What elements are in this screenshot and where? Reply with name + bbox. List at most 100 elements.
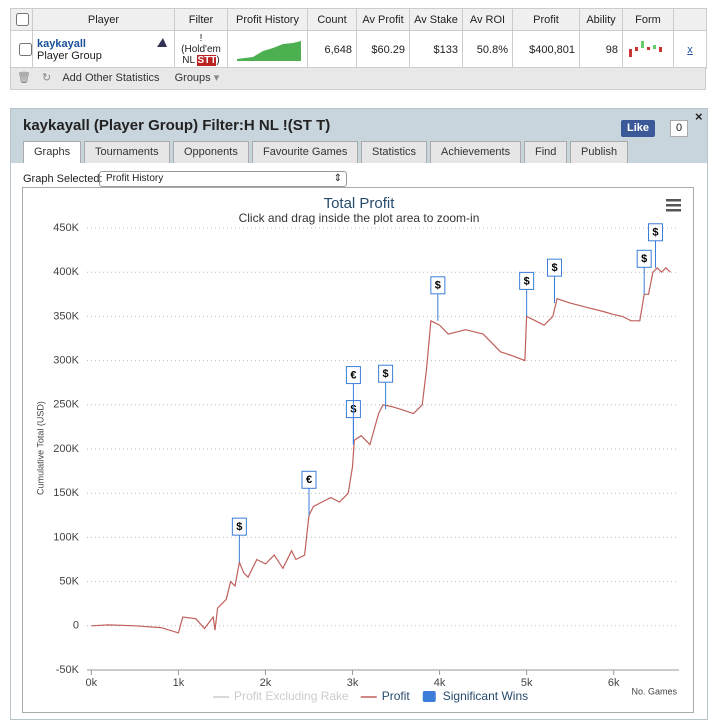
y-tick-label: 450K (53, 222, 79, 234)
flag-label: $ (435, 280, 441, 292)
legend-label: Profit (382, 689, 411, 703)
player-group: Player Group (37, 49, 102, 62)
flag-label: € (350, 369, 356, 381)
y-tick-label: 250K (53, 399, 79, 411)
tab[interactable]: Achievements (430, 141, 522, 163)
row-check[interactable] (10, 30, 33, 69)
x-tick-label: 5k (521, 677, 533, 689)
flag-box (647, 223, 663, 242)
av-roi: 50.8% (462, 30, 513, 69)
filter-text: NL (182, 55, 195, 66)
x-tick-label: 4k (434, 677, 446, 689)
menu-button[interactable] (666, 199, 681, 212)
flag-label: $ (652, 227, 658, 239)
legend-item[interactable]: Profit Excluding Rake (213, 689, 349, 703)
y-tick-label: 0 (73, 620, 79, 632)
trash-icon[interactable]: 🗑 (17, 72, 31, 84)
count: 6,648 (307, 30, 357, 69)
like-count: 0 (670, 120, 689, 137)
chart-subtitle: Click and drag inside the plot area to z… (239, 211, 480, 225)
header[interactable]: Count (307, 8, 357, 31)
tab[interactable]: Tournaments (84, 141, 170, 163)
y-tick-label: 350K (53, 310, 79, 322)
tab[interactable]: Opponents (173, 141, 249, 163)
x-tick-label: 2k (260, 677, 272, 689)
flag-box (378, 364, 394, 383)
close-button[interactable]: × (695, 109, 703, 124)
graph-select[interactable]: Profit History ⇕ (99, 171, 347, 187)
refresh-icon[interactable]: ↻ (42, 72, 52, 84)
like-button[interactable]: Like (621, 120, 656, 137)
add-stats[interactable]: Add Other Statistics (62, 72, 160, 84)
chart-title: Total Profit (324, 195, 396, 212)
panel-header: kaykayall (Player Group) Filter:H NL !(S… (11, 109, 707, 163)
header[interactable]: Profit (512, 8, 580, 31)
flag-label: $ (524, 275, 530, 287)
legend-item[interactable]: Profit (360, 689, 411, 703)
y-tick-label: 150K (53, 487, 79, 499)
flag-box (547, 258, 563, 277)
header[interactable]: Profit History (227, 8, 308, 31)
select-all[interactable] (10, 8, 33, 31)
form-chart (629, 41, 662, 57)
significant-win: € (301, 470, 317, 516)
header-row: Player Filter Profit History Count Av Pr… (10, 8, 707, 31)
header[interactable]: Form (622, 8, 674, 31)
panel: kaykayall (Player Group) Filter:H NL !(S… (10, 108, 708, 720)
significant-win: $ (547, 258, 563, 304)
profit: $400,801 (512, 30, 580, 69)
flag-label: € (306, 474, 312, 486)
header[interactable]: Av Profit (356, 8, 410, 31)
x-tick-label: 1k (173, 677, 185, 689)
remove-link[interactable]: x (673, 30, 707, 69)
panel-title: kaykayall (Player Group) Filter:H NL !(S… (23, 117, 331, 134)
significant-win: $ (636, 249, 652, 295)
player-cell: kaykayall Player Group (32, 30, 175, 69)
y-tick-label: 300K (53, 355, 79, 367)
y-tick-label: 50K (59, 576, 79, 588)
groups-menu[interactable]: Groups (174, 72, 211, 84)
header[interactable]: Filter (174, 8, 228, 31)
tab[interactable]: Graphs (23, 141, 82, 163)
profit-line (91, 266, 671, 634)
flag-box (301, 470, 317, 489)
header[interactable]: Av Stake (409, 8, 463, 31)
filter-line: ! (199, 33, 203, 44)
x-tick-label: 3k (347, 677, 359, 689)
graph-select-value: Profit History (106, 173, 164, 184)
x-tick-label: 0k (86, 677, 98, 689)
significant-win: $ (430, 276, 446, 321)
legend-label: Significant Wins (443, 689, 528, 703)
graph-select-label: Graph Selected: (23, 173, 103, 185)
header[interactable]: Ability (579, 8, 623, 31)
header[interactable]: Av ROI (462, 8, 513, 31)
flag-box (430, 276, 446, 295)
tab[interactable]: Favourite Games (252, 141, 359, 163)
header[interactable]: Player (32, 8, 175, 31)
significant-win: $ (519, 271, 535, 317)
x-axis-label: No. Games (631, 686, 677, 696)
y-tick-label: 100K (53, 531, 79, 543)
chart: Total Profit Click and drag inside the p… (22, 187, 694, 713)
av-profit: $60.29 (356, 30, 410, 69)
filter-badge: STT (197, 55, 217, 66)
player-link[interactable]: kaykayall (37, 37, 86, 50)
groups-caret: ▾ (210, 72, 220, 84)
flag-label: $ (551, 262, 557, 274)
legend-item[interactable]: Significant Wins (422, 689, 528, 703)
tab[interactable]: Publish (570, 141, 629, 163)
significant-win: $ (647, 223, 663, 268)
flag-box (231, 517, 247, 536)
sparkline (237, 41, 301, 61)
y-tick-label: 200K (53, 443, 79, 455)
significant-win: $ (378, 364, 394, 410)
flag-box (519, 271, 535, 290)
toolbar: 🗑 ↻ Add Other Statistics Groups ▾ (10, 67, 706, 90)
tab[interactable]: Statistics (361, 141, 428, 163)
y-axis-label: Cumulative Total (USD) (35, 401, 45, 495)
flag-box (636, 249, 652, 268)
flag-label: $ (383, 368, 389, 380)
filter-cell: ! (Hold'em NL STT) (174, 30, 228, 69)
tab[interactable]: Find (524, 141, 568, 163)
flag-label: $ (236, 521, 242, 533)
